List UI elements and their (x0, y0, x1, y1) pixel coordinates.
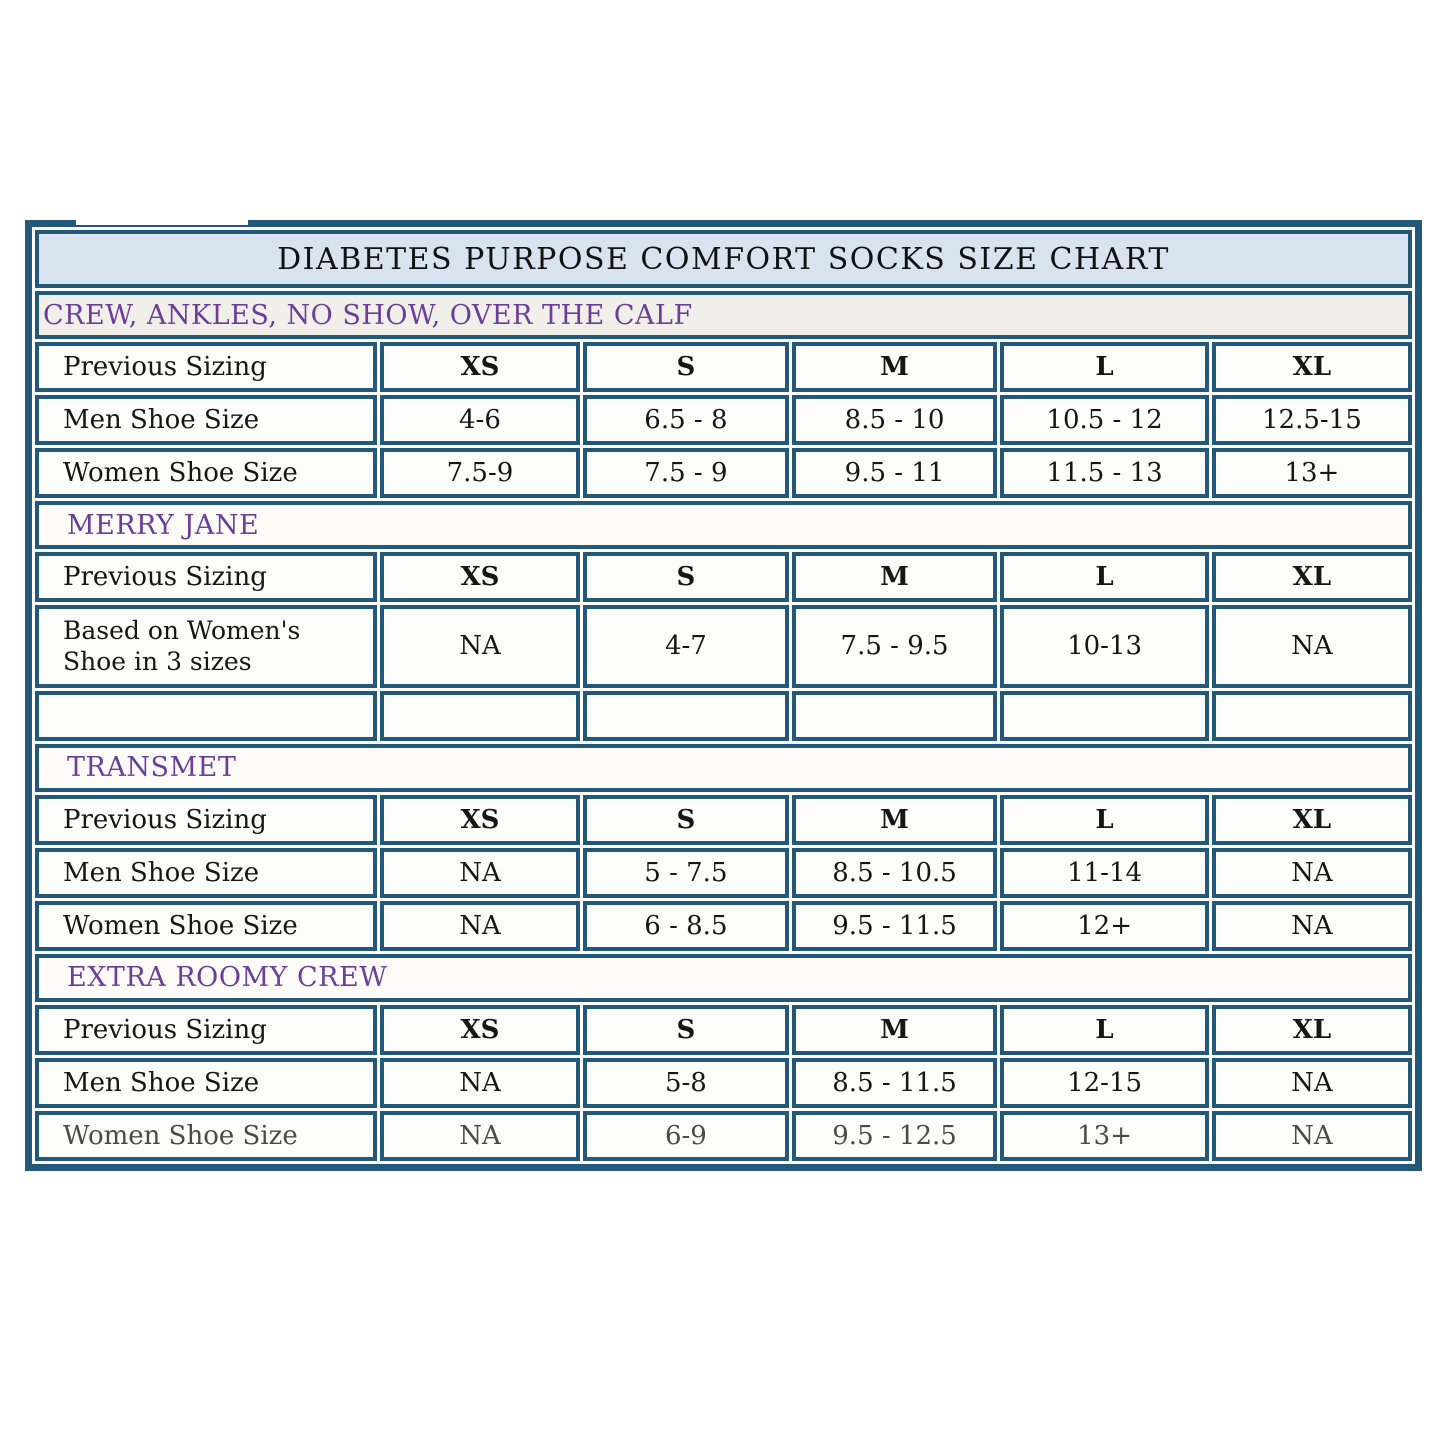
size-column-header: S (583, 794, 789, 845)
size-value-cell: 12+ (1000, 900, 1209, 951)
size-column-header: L (1000, 794, 1209, 845)
page-title: DIABETES PURPOSE COMFORT SOCKS SIZE CHAR… (35, 230, 1412, 288)
size-header-label: Previous Sizing (35, 794, 377, 845)
size-value-cell: 13+ (1211, 448, 1412, 498)
size-column-header: XL (1211, 342, 1412, 392)
size-value-cell: 10-13 (1000, 605, 1209, 688)
size-column-header: M (791, 552, 998, 602)
title-row: DIABETES PURPOSE COMFORT SOCKS SIZE CHAR… (35, 230, 1412, 288)
size-value-cell (791, 690, 998, 741)
size-value-cell: NA (1211, 605, 1412, 688)
size-value-cell: 6 - 8.5 (583, 900, 789, 951)
section-title: MERRY JANE (35, 501, 1412, 549)
row-label: Men Shoe Size (35, 395, 377, 445)
size-value-cell: 8.5 - 10.5 (791, 847, 998, 898)
size-column-header: L (1000, 552, 1209, 602)
section-strip-row: CREW, ANKLES, NO SHOW, OVER THE CALF (35, 291, 1412, 339)
size-value-cell: 6.5 - 8 (583, 395, 789, 445)
size-column-header: XS (379, 342, 581, 392)
size-value-cell: 12-15 (1000, 1057, 1209, 1108)
size-value-cell: 7.5 - 9 (583, 448, 789, 498)
size-column-header: S (583, 1004, 789, 1055)
table-row: Men Shoe Size NA 5-8 8.5 - 11.5 12-15 NA (35, 1057, 1412, 1108)
size-value-cell: 7.5 - 9.5 (791, 605, 998, 688)
size-column-header: XS (379, 552, 581, 602)
size-column-header: M (791, 342, 998, 392)
row-label (35, 690, 377, 741)
size-value-cell: 5-8 (583, 1057, 789, 1108)
size-column-header: L (1000, 1004, 1209, 1055)
size-column-header: XL (1211, 1004, 1412, 1055)
size-value-cell: 4-6 (379, 395, 581, 445)
size-value-cell: 7.5-9 (379, 448, 581, 498)
size-column-header: M (791, 1004, 998, 1055)
size-value-cell (1000, 690, 1209, 741)
row-label: Men Shoe Size (35, 1057, 377, 1108)
section-strip-row: TRANSMET (35, 743, 1412, 792)
size-chart-table: DIABETES PURPOSE COMFORT SOCKS SIZE CHAR… (25, 220, 1422, 1171)
row-label: Women Shoe Size (35, 448, 377, 498)
section-strip-row: EXTRA ROOMY CREW (35, 953, 1412, 1002)
size-value-cell: NA (1211, 1110, 1412, 1161)
size-value-cell: 9.5 - 12.5 (791, 1110, 998, 1161)
size-value-cell: NA (379, 900, 581, 951)
size-value-cell: NA (379, 1057, 581, 1108)
size-column-header: XS (379, 1004, 581, 1055)
size-value-cell: 6-9 (583, 1110, 789, 1161)
size-header-label: Previous Sizing (35, 1004, 377, 1055)
size-value-cell: NA (1211, 1057, 1412, 1108)
size-column-header: XL (1211, 794, 1412, 845)
size-value-cell: NA (379, 605, 581, 688)
row-label: Men Shoe Size (35, 847, 377, 898)
size-header-row: Previous Sizing XS S M L XL (35, 342, 1412, 392)
row-label: Women Shoe Size (35, 900, 377, 951)
size-value-cell: 11-14 (1000, 847, 1209, 898)
size-header-label: Previous Sizing (35, 342, 377, 392)
top-border-gap (76, 220, 248, 225)
section-title: CREW, ANKLES, NO SHOW, OVER THE CALF (35, 291, 1412, 339)
table-row: Women Shoe Size 7.5-9 7.5 - 9 9.5 - 11 11.5 … (35, 448, 1412, 498)
table-row: Women Shoe Size NA 6 - 8.5 9.5 - 11.5 12+ NA (35, 900, 1412, 951)
size-header-label: Previous Sizing (35, 552, 377, 602)
size-header-row: Previous Sizing XS S M L XL (35, 794, 1412, 845)
table-row (35, 690, 1412, 741)
size-value-cell (379, 690, 581, 741)
size-chart: DIABETES PURPOSE COMFORT SOCKS SIZE CHAR… (32, 227, 1415, 1164)
table-row: Men Shoe Size NA 5 - 7.5 8.5 - 10.5 11-14 NA (35, 847, 1412, 898)
table-row: Men Shoe Size 4-6 6.5 - 8 8.5 - 10 10.5 - 12… (35, 395, 1412, 445)
table-row: Women Shoe Size NA 6-9 9.5 - 12.5 13+ NA (35, 1110, 1412, 1161)
size-value-cell: 5 - 7.5 (583, 847, 789, 898)
size-value-cell (583, 690, 789, 741)
section-title: EXTRA ROOMY CREW (35, 953, 1412, 1002)
size-value-cell: NA (379, 847, 581, 898)
size-value-cell: 12.5-15 (1211, 395, 1412, 445)
size-value-cell: 9.5 - 11.5 (791, 900, 998, 951)
size-value-cell: NA (1211, 900, 1412, 951)
size-value-cell: 8.5 - 10 (791, 395, 998, 445)
size-column-header: M (791, 794, 998, 845)
table-row: Based on Women's Shoe in 3 sizes NA 4-7 7.5… (35, 605, 1412, 688)
size-value-cell (1211, 690, 1412, 741)
size-value-cell: 8.5 - 11.5 (791, 1057, 998, 1108)
section-title: TRANSMET (35, 743, 1412, 792)
size-value-cell: NA (379, 1110, 581, 1161)
size-column-header: XS (379, 794, 581, 845)
size-value-cell: 10.5 - 12 (1000, 395, 1209, 445)
row-label: Women Shoe Size (35, 1110, 377, 1161)
size-value-cell: 13+ (1000, 1110, 1209, 1161)
size-column-header: S (583, 342, 789, 392)
size-header-row: Previous Sizing XS S M L XL (35, 1004, 1412, 1055)
section-strip-row: MERRY JANE (35, 501, 1412, 549)
size-column-header: XL (1211, 552, 1412, 602)
size-header-row: Previous Sizing XS S M L XL (35, 552, 1412, 602)
size-value-cell: 9.5 - 11 (791, 448, 998, 498)
size-value-cell: 11.5 - 13 (1000, 448, 1209, 498)
size-column-header: L (1000, 342, 1209, 392)
size-value-cell: NA (1211, 847, 1412, 898)
size-value-cell: 4-7 (583, 605, 789, 688)
size-column-header: S (583, 552, 789, 602)
row-label: Based on Women's Shoe in 3 sizes (35, 605, 377, 688)
